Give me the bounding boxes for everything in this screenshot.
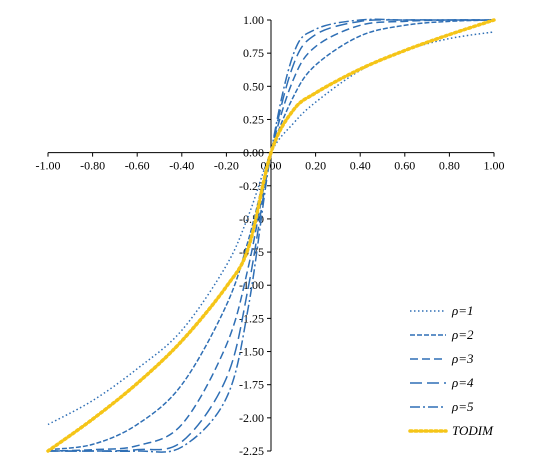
- legend-label-rho-4: ρ=4: [451, 375, 474, 390]
- series-line-todim: [46, 18, 496, 453]
- y-tick-label: 0.75: [243, 46, 264, 60]
- legend-label-rho-5: ρ=5: [451, 399, 474, 414]
- y-tick-label: -2.25: [239, 444, 264, 458]
- y-tick-label: -1.50: [239, 345, 264, 359]
- x-tick-label: 0.40: [350, 159, 371, 173]
- x-tick-label: -0.20: [214, 159, 239, 173]
- series-lines: [46, 18, 496, 453]
- y-tick-label: -1.00: [239, 278, 264, 292]
- y-tick-label: -1.25: [239, 311, 264, 325]
- y-tick-labels: 1.000.750.500.250.00-0.25-0.50-0.75-1.00…: [239, 13, 271, 458]
- legend: ρ=1 ρ=2 ρ=3 ρ=4 ρ=5 TODIM: [408, 303, 494, 438]
- legend-label-rho-1: ρ=1: [451, 303, 474, 318]
- y-tick-label: -2.00: [239, 411, 264, 425]
- x-tick-label: -0.40: [169, 159, 194, 173]
- y-tick-label: 0.25: [243, 112, 264, 126]
- x-tick-label: 0.20: [305, 159, 326, 173]
- x-tick-label: 0.60: [394, 159, 415, 173]
- y-tick-label: 0.50: [243, 79, 264, 93]
- x-tick-label: 1.00: [484, 159, 505, 173]
- y-tick-label: 0.00: [243, 146, 264, 160]
- y-tick-label: -1.75: [239, 378, 264, 392]
- legend-label-rho-2: ρ=2: [451, 327, 474, 342]
- x-tick-label: -0.80: [80, 159, 105, 173]
- x-tick-label: -0.60: [125, 159, 150, 173]
- x-tick-label: 0.80: [439, 159, 460, 173]
- x-tick-label: -1.00: [36, 159, 61, 173]
- y-tick-label: 1.00: [243, 13, 264, 27]
- legend-label-rho-3: ρ=3: [451, 351, 474, 366]
- legend-label-todim: TODIM: [452, 423, 494, 438]
- y-tick-label: -0.25: [239, 179, 264, 193]
